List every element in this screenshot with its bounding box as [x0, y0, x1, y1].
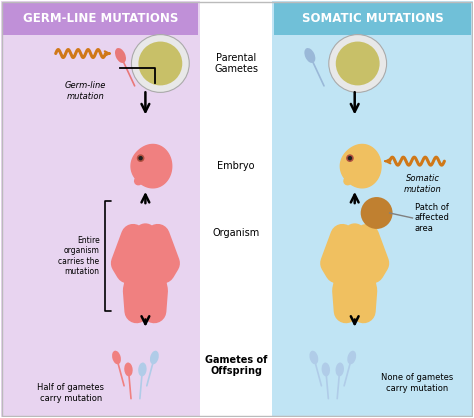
Polygon shape	[331, 236, 345, 273]
Text: Entire
organism
carries the
mutation: Entire organism carries the mutation	[58, 236, 100, 276]
Text: Somatic
mutation: Somatic mutation	[403, 174, 441, 194]
Ellipse shape	[336, 362, 344, 377]
Bar	[350, 246, 359, 250]
Text: None of gametes
carry mutation: None of gametes carry mutation	[382, 373, 454, 393]
Circle shape	[336, 41, 380, 85]
Polygon shape	[341, 234, 368, 271]
Circle shape	[137, 154, 145, 162]
Circle shape	[131, 35, 189, 92]
Ellipse shape	[115, 48, 126, 63]
Ellipse shape	[304, 48, 315, 63]
Circle shape	[138, 41, 182, 85]
Polygon shape	[132, 234, 159, 271]
Ellipse shape	[310, 351, 318, 364]
Text: Organism: Organism	[212, 228, 260, 238]
Bar	[3, 3, 198, 35]
Circle shape	[329, 35, 387, 92]
Bar	[141, 246, 150, 250]
Text: GERM-LINE MUTATIONS: GERM-LINE MUTATIONS	[23, 12, 178, 25]
Ellipse shape	[321, 362, 330, 377]
Bar	[1, 1, 200, 417]
Circle shape	[361, 197, 392, 229]
Text: Embryo: Embryo	[218, 161, 255, 171]
Circle shape	[134, 223, 156, 246]
Circle shape	[346, 154, 354, 162]
Ellipse shape	[347, 351, 356, 364]
Circle shape	[348, 156, 352, 161]
Bar	[200, 1, 272, 417]
Bar	[274, 3, 471, 35]
Ellipse shape	[138, 362, 146, 377]
Text: Germ-line
mutation: Germ-line mutation	[65, 82, 106, 101]
Text: Patch of
affected
area: Patch of affected area	[414, 203, 449, 233]
Ellipse shape	[112, 351, 121, 364]
Text: Half of gametes
carry mutation: Half of gametes carry mutation	[37, 383, 104, 403]
Bar	[272, 1, 474, 417]
Text: Parental
Gametes: Parental Gametes	[214, 53, 258, 74]
Text: Gametes of
Offspring: Gametes of Offspring	[205, 355, 267, 376]
Polygon shape	[340, 145, 381, 188]
Ellipse shape	[124, 362, 133, 377]
Polygon shape	[131, 145, 172, 188]
Circle shape	[344, 223, 366, 246]
Ellipse shape	[150, 351, 159, 364]
Text: SOMATIC MUTATIONS: SOMATIC MUTATIONS	[302, 12, 444, 25]
Polygon shape	[121, 236, 136, 273]
Circle shape	[138, 156, 143, 161]
